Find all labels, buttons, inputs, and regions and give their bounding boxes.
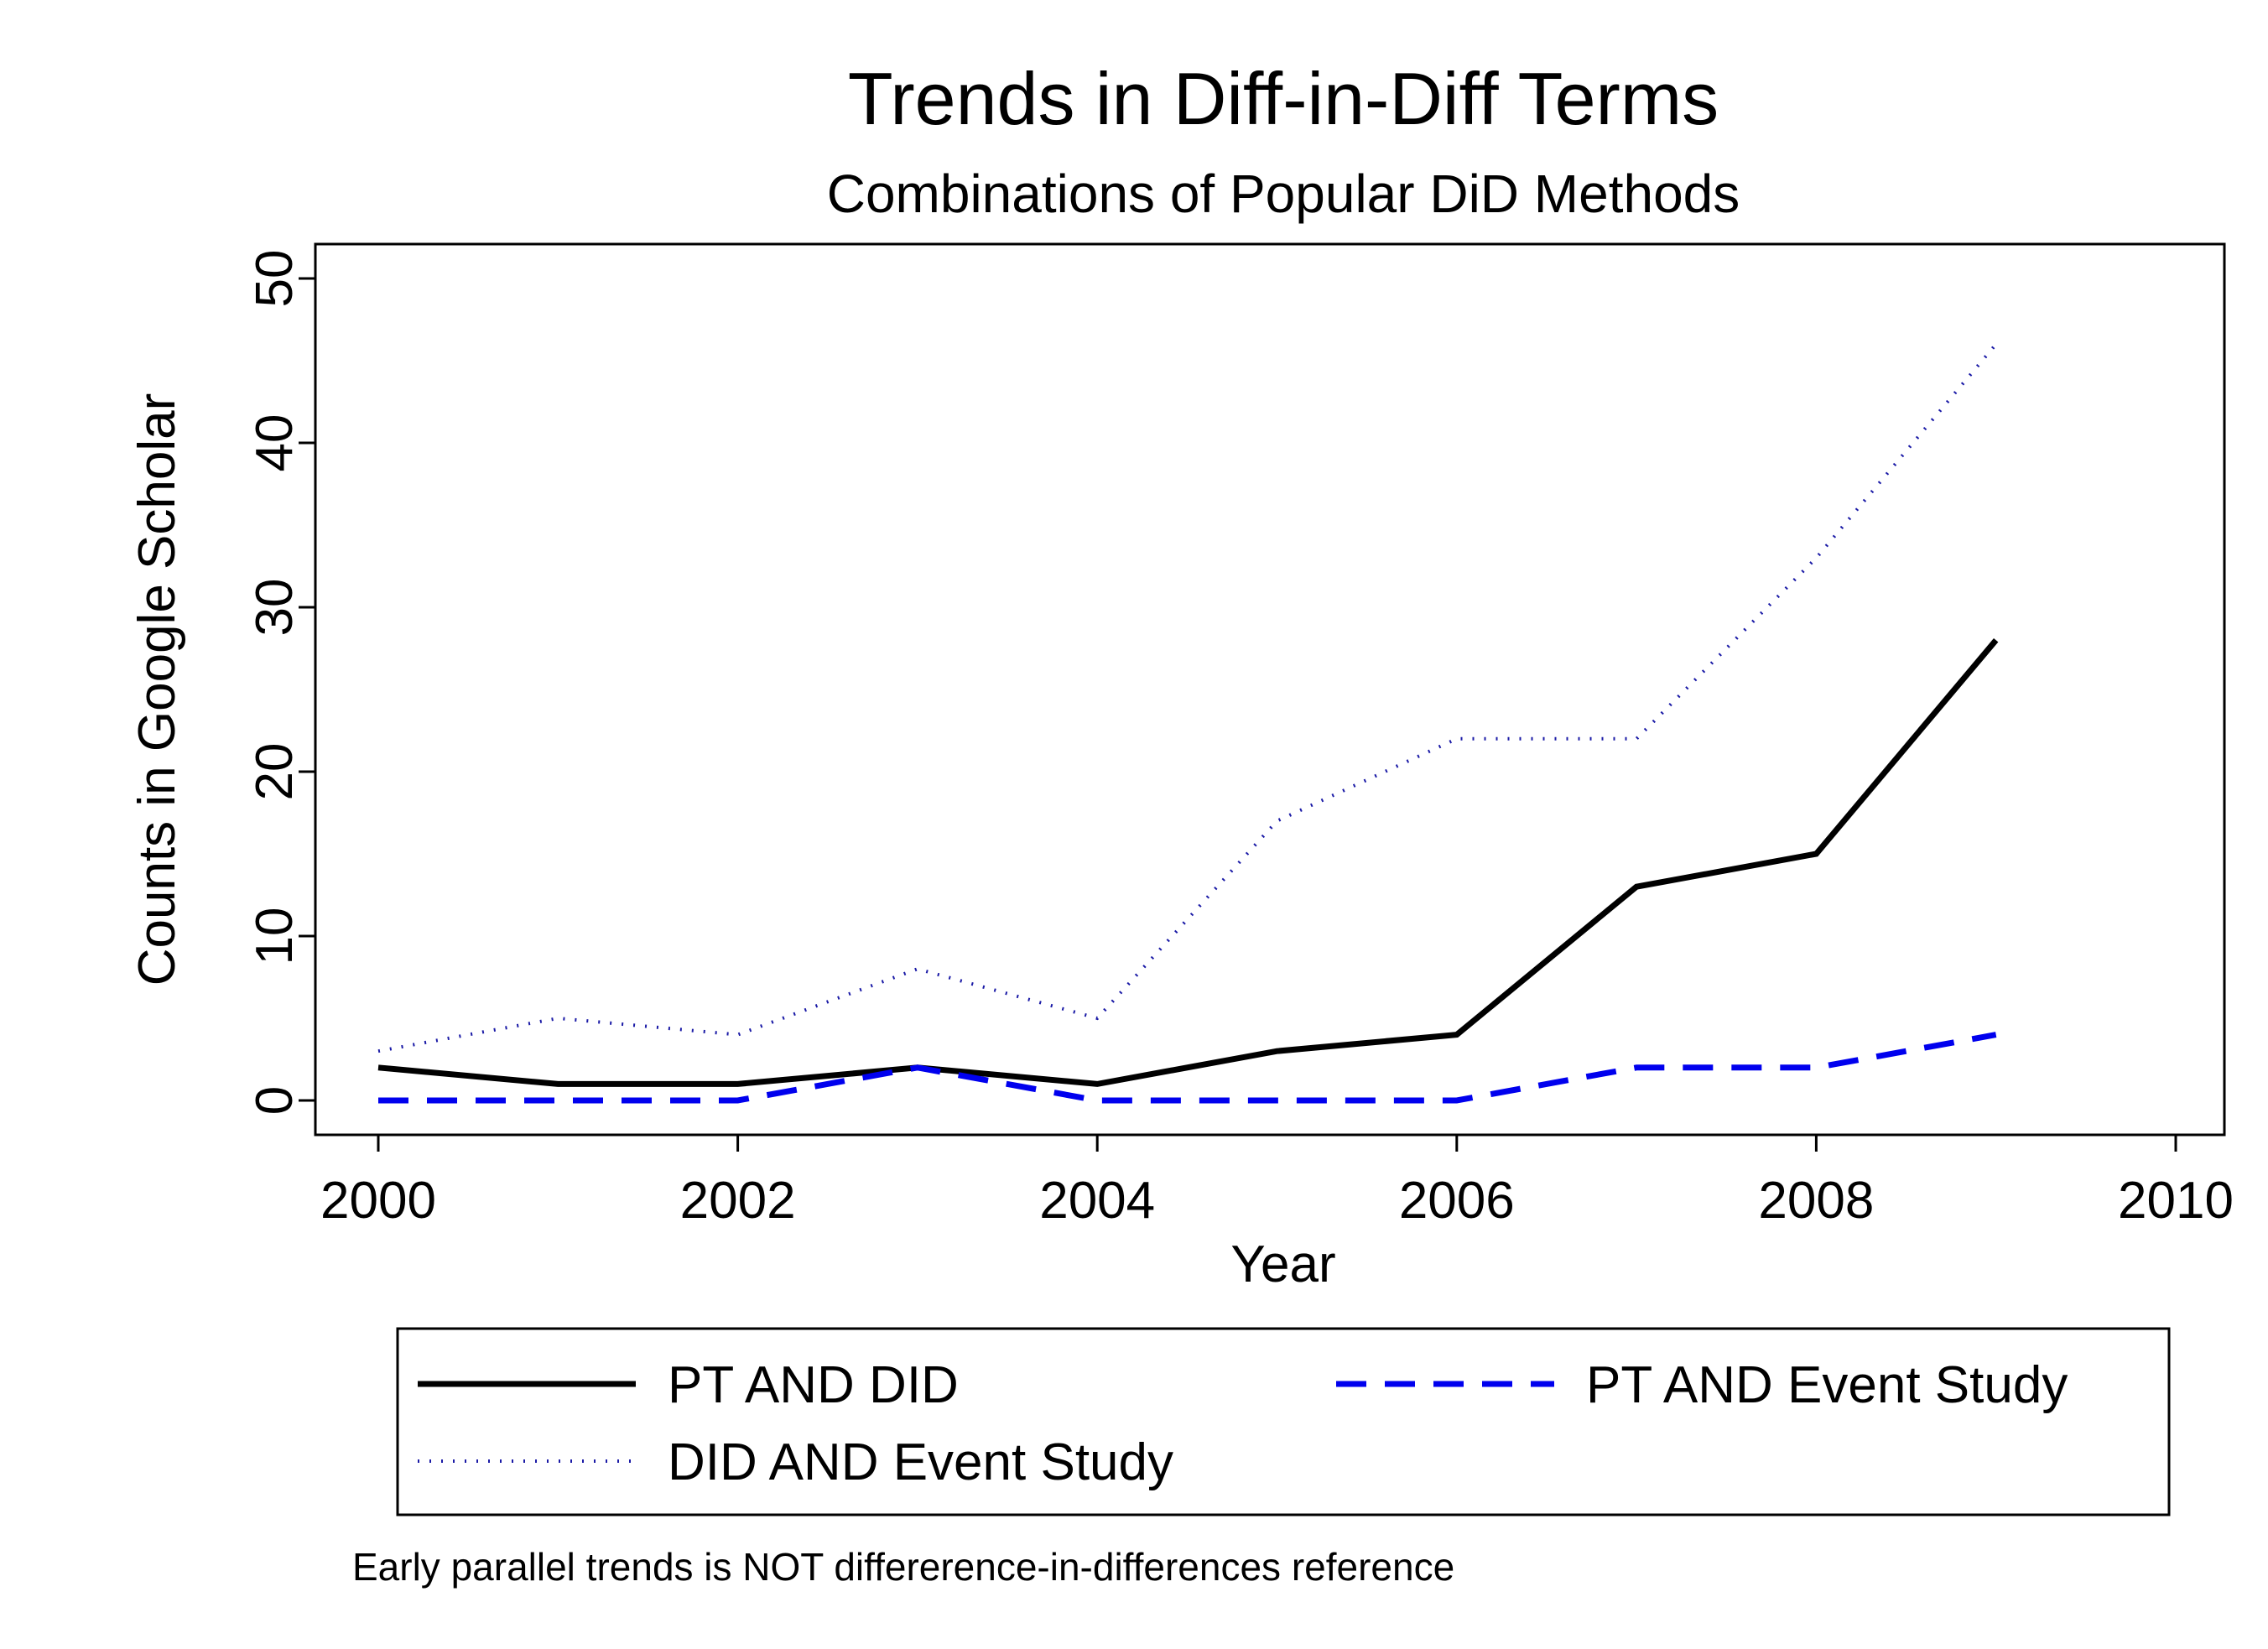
y-tick-label: 30 bbox=[246, 579, 304, 637]
y-tick-label: 40 bbox=[246, 414, 304, 472]
x-tick-label: 2006 bbox=[1399, 1172, 1515, 1230]
y-tick-label: 50 bbox=[246, 250, 304, 308]
x-tick-label: 2010 bbox=[2118, 1172, 2234, 1230]
legend-label: DID AND Event Study bbox=[668, 1433, 1173, 1491]
series-layer bbox=[377, 343, 1999, 1104]
y-axis-ticks: 0 10 20 30 40 50 bbox=[246, 250, 315, 1115]
legend-label: PT AND DID bbox=[668, 1356, 959, 1414]
chart-note: Early parallel trends is NOT differerenc… bbox=[352, 1545, 1454, 1589]
x-tick-label: 2008 bbox=[1758, 1172, 1874, 1230]
series-line-did-and-event-study bbox=[377, 343, 1998, 1053]
series-line-pt-and-did bbox=[377, 637, 1999, 1087]
y-axis-label: Counts in Google Scholar bbox=[128, 393, 186, 986]
x-tick-label: 2002 bbox=[680, 1172, 796, 1230]
y-tick-label: 0 bbox=[246, 1086, 304, 1115]
plot-frame bbox=[314, 242, 2226, 1137]
x-tick-label: 2000 bbox=[320, 1172, 436, 1230]
chart-subtitle: Combinations of Popular DiD Methods bbox=[827, 164, 1740, 224]
y-tick-label: 20 bbox=[246, 743, 304, 801]
series-line-pt-and-event-study bbox=[378, 1032, 1997, 1104]
legend-box bbox=[396, 1327, 2171, 1516]
legend-label: PT AND Event Study bbox=[1586, 1356, 2068, 1414]
x-axis-label: Year bbox=[1230, 1235, 1335, 1293]
legend: PT AND DID PT AND Event Study DID AND Even… bbox=[418, 1356, 2068, 1491]
x-axis-ticks: 2000 2002 2004 2006 2008 2010 bbox=[320, 1135, 2234, 1230]
x-tick-label: 2004 bbox=[1039, 1172, 1155, 1230]
chart-title: Trends in Diff-in-Diff Terms bbox=[848, 57, 1719, 140]
y-tick-label: 10 bbox=[246, 908, 304, 965]
